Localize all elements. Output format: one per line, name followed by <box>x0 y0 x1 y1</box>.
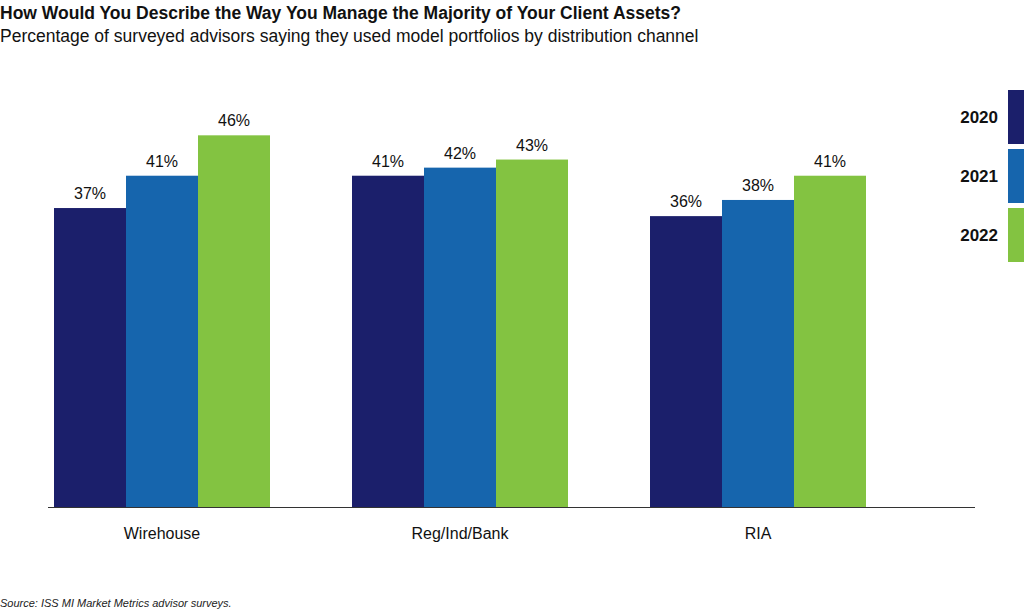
data-label: 43% <box>516 137 548 154</box>
bar <box>722 200 794 507</box>
bar <box>650 216 722 507</box>
chart: How Would You Describe the Way You Manag… <box>0 0 1024 613</box>
bar <box>352 176 424 507</box>
bar <box>496 160 568 507</box>
legend-label: 2021 <box>960 167 998 186</box>
data-label: 41% <box>814 153 846 170</box>
legend-swatch <box>1008 90 1024 144</box>
source: Source: ISS MI Market Metrics advisor su… <box>0 597 232 609</box>
data-label: 42% <box>444 145 476 162</box>
legend-swatch <box>1008 208 1024 262</box>
data-label: 41% <box>146 153 178 170</box>
bar <box>794 176 866 507</box>
data-label: 41% <box>372 153 404 170</box>
bar <box>198 135 270 507</box>
data-label: 36% <box>670 193 702 210</box>
legend-swatch <box>1008 149 1024 203</box>
bars <box>54 135 866 507</box>
bar <box>424 168 496 507</box>
title: How Would You Describe the Way You Manag… <box>0 3 681 23</box>
subtitle: Percentage of surveyed advisors saying t… <box>0 26 698 46</box>
category-label: Wirehouse <box>124 525 201 542</box>
data-label: 46% <box>218 112 250 129</box>
legend-label: 2022 <box>960 226 998 245</box>
data-labels: 37% 41% 46% 41% 42% 43% 36% 38% 41% <box>74 112 846 210</box>
legend: 2020 2021 2022 <box>960 90 1024 262</box>
data-label: 37% <box>74 185 106 202</box>
legend-label: 2020 <box>960 108 998 127</box>
x-axis-line <box>48 507 975 508</box>
category-label: RIA <box>745 525 772 542</box>
data-label: 38% <box>742 177 774 194</box>
bar <box>54 208 126 507</box>
category-label: Reg/Ind/Bank <box>412 525 510 542</box>
bar <box>126 176 198 507</box>
